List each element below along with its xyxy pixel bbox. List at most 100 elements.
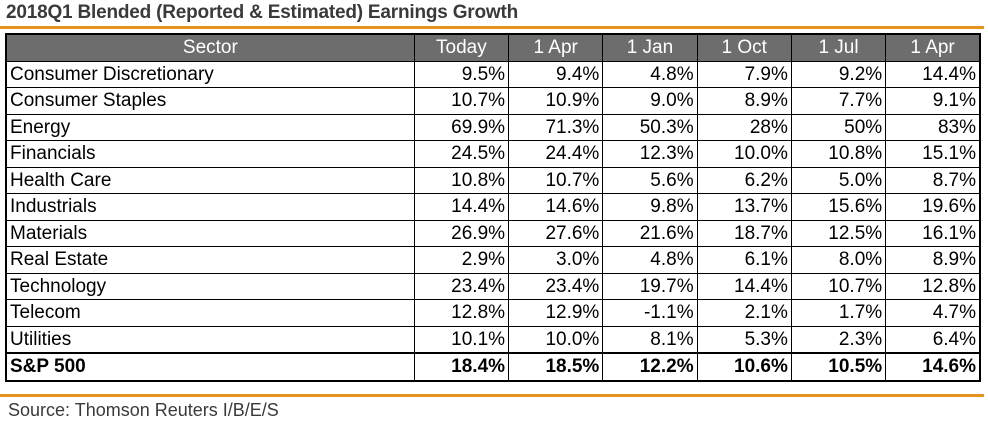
value-cell: 9.4% (508, 60, 604, 88)
value-cell: 6.2% (696, 166, 792, 194)
sector-cell: Consumer Discretionary (5, 60, 415, 88)
value-cell: 14.4% (696, 272, 792, 300)
value-cell: 50.3% (602, 113, 698, 141)
value-cell: 19.7% (602, 272, 698, 300)
value-cell: 69.9% (413, 113, 510, 141)
value-cell: 6.4% (885, 325, 981, 354)
value-cell: 8.0% (790, 246, 887, 274)
column-header-date: 1 Oct (696, 33, 792, 62)
value-cell: 9.0% (602, 87, 698, 115)
value-cell: 10.0% (696, 140, 792, 168)
sector-cell: Consumer Staples (5, 87, 415, 115)
table-row: Technology 23.4% 23.4% 19.7% 14.4% 10.7% 12.8% (5, 272, 981, 300)
value-cell: 83% (885, 113, 981, 141)
value-cell: 10.0% (508, 325, 604, 354)
value-cell: 18.4% (413, 352, 510, 381)
value-cell: 8.1% (602, 325, 698, 354)
value-cell: 8.7% (885, 166, 981, 194)
value-cell: 14.4% (885, 60, 981, 88)
value-cell: 7.9% (696, 60, 792, 88)
sector-cell: S&P 500 (5, 352, 415, 381)
value-cell: 8.9% (696, 87, 792, 115)
value-cell: 13.7% (696, 193, 792, 221)
value-cell: 9.2% (790, 60, 887, 88)
table-row: Utilities 10.1% 10.0% 8.1% 5.3% 2.3% 6.4% (5, 325, 981, 354)
sector-cell: Materials (5, 219, 415, 247)
value-cell: 14.6% (885, 352, 981, 381)
value-cell: 14.6% (508, 193, 604, 221)
table-row: Consumer Staples 10.7% 10.9% 9.0% 8.9% 7.7% 9.… (5, 87, 981, 115)
value-cell: 8.9% (885, 246, 981, 274)
value-cell: 10.7% (508, 166, 604, 194)
value-cell: 4.7% (885, 299, 981, 327)
value-cell: 6.1% (696, 246, 792, 274)
value-cell: 9.5% (413, 60, 510, 88)
table-row: Industrials 14.4% 14.6% 9.8% 13.7% 15.6% 19.6% (5, 193, 981, 221)
source-note: Source: Thomson Reuters I/B/E/S (8, 400, 279, 420)
bottom-rule (0, 394, 984, 397)
table-row: Energy 69.9% 71.3% 50.3% 28% 50% 83% (5, 113, 981, 141)
value-cell: 16.1% (885, 219, 981, 247)
sector-cell: Real Estate (5, 246, 415, 274)
value-cell: 2.3% (790, 325, 887, 354)
sector-cell: Telecom (5, 299, 415, 327)
value-cell: 12.2% (602, 352, 698, 381)
column-header-sector: Sector (5, 33, 415, 62)
sector-cell: Financials (5, 140, 415, 168)
value-cell: 5.3% (696, 325, 792, 354)
value-cell: 2.1% (696, 299, 792, 327)
value-cell: 19.6% (885, 193, 981, 221)
value-cell: 14.4% (413, 193, 510, 221)
value-cell: 4.8% (602, 246, 698, 274)
value-cell: 27.6% (508, 219, 604, 247)
value-cell: 23.4% (413, 272, 510, 300)
column-header-date: 1 Apr (885, 33, 981, 62)
value-cell: 5.0% (790, 166, 887, 194)
value-cell: 21.6% (602, 219, 698, 247)
value-cell: 3.0% (508, 246, 604, 274)
column-header-date: 1 Jan (602, 33, 698, 62)
value-cell: 2.9% (413, 246, 510, 274)
value-cell: 10.9% (508, 87, 604, 115)
column-header-date: 1 Jul (790, 33, 887, 62)
value-cell: 5.6% (602, 166, 698, 194)
value-cell: 12.3% (602, 140, 698, 168)
value-cell: 12.9% (508, 299, 604, 327)
column-header-date: Today (413, 33, 510, 62)
value-cell: 10.8% (413, 166, 510, 194)
value-cell: 24.4% (508, 140, 604, 168)
value-cell: 15.1% (885, 140, 981, 168)
sector-cell: Energy (5, 113, 415, 141)
value-cell: 4.8% (602, 60, 698, 88)
table-row: Consumer Discretionary 9.5% 9.4% 4.8% 7.9% 9.… (5, 60, 981, 88)
value-cell: 10.7% (413, 87, 510, 115)
sector-cell: Industrials (5, 193, 415, 221)
sector-cell: Technology (5, 272, 415, 300)
value-cell: 7.7% (790, 87, 887, 115)
earnings-growth-table: Sector Today 1 Apr 1 Jan 1 Oct 1 Jul 1 Apr Con… (5, 33, 981, 382)
value-cell: 10.7% (790, 272, 887, 300)
top-rule (0, 26, 984, 29)
value-cell: -1.1% (602, 299, 698, 327)
value-cell: 15.6% (790, 193, 887, 221)
value-cell: 18.7% (696, 219, 792, 247)
value-cell: 10.5% (790, 352, 887, 381)
value-cell: 23.4% (508, 272, 604, 300)
value-cell: 9.8% (602, 193, 698, 221)
sector-cell: Health Care (5, 166, 415, 194)
table-row: Financials 24.5% 24.4% 12.3% 10.0% 10.8% 15.1% (5, 140, 981, 168)
value-cell: 10.6% (696, 352, 792, 381)
value-cell: 12.5% (790, 219, 887, 247)
table-title: 2018Q1 Blended (Reported & Estimated) Ea… (6, 2, 519, 23)
table-row: Health Care 10.8% 10.7% 5.6% 6.2% 5.0% 8.7% (5, 166, 981, 194)
table-row: Telecom 12.8% 12.9% -1.1% 2.1% 1.7% 4.7% (5, 299, 981, 327)
value-cell: 26.9% (413, 219, 510, 247)
value-cell: 10.1% (413, 325, 510, 354)
value-cell: 24.5% (413, 140, 510, 168)
table-row: Real Estate 2.9% 3.0% 4.8% 6.1% 8.0% 8.9% (5, 246, 981, 274)
value-cell: 1.7% (790, 299, 887, 327)
value-cell: 9.1% (885, 87, 981, 115)
value-cell: 71.3% (508, 113, 604, 141)
value-cell: 10.8% (790, 140, 887, 168)
value-cell: 28% (696, 113, 792, 141)
